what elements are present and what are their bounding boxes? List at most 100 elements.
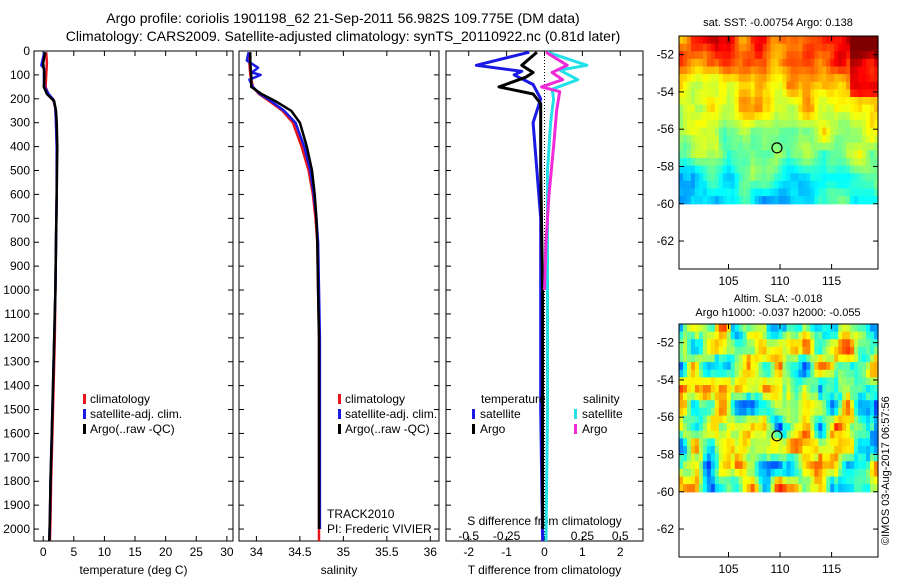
map-cell: [738, 407, 744, 417]
y-tick-label-1200: 1200: [3, 331, 30, 345]
map-cell: [854, 81, 859, 90]
map-cell: [862, 331, 867, 340]
map-cell: [858, 150, 863, 159]
map-cell: [754, 142, 760, 151]
map-cell: [846, 339, 851, 348]
map-cell: [750, 331, 756, 340]
map-cell: [802, 400, 807, 409]
map-cell: [766, 66, 772, 75]
map-cell: [679, 354, 684, 363]
map-cell: [790, 97, 796, 106]
map-y-tick-label-0: -52: [657, 336, 675, 350]
map-cell: [782, 196, 788, 205]
map-cell: [814, 112, 819, 121]
map-cell: [694, 180, 700, 190]
map-cell: [690, 36, 696, 45]
map-cell: [874, 97, 879, 106]
map-cell: [850, 196, 855, 205]
map-cell: [790, 331, 796, 340]
map-cell: [694, 36, 700, 45]
map-cell: [846, 369, 851, 378]
map-cell: [866, 66, 871, 75]
map-cell: [774, 354, 780, 363]
map-cell: [690, 430, 696, 439]
map-cell: [778, 354, 784, 363]
map-cell: [690, 346, 696, 356]
map-cell: [738, 97, 744, 106]
map-cell: [806, 66, 811, 75]
map-cell: [710, 104, 716, 113]
map-cell: [718, 362, 724, 371]
map-cell: [726, 135, 732, 144]
map-cell: [786, 127, 792, 136]
map-cell: [778, 81, 784, 90]
map-cell: [730, 423, 736, 432]
map-cell: [718, 112, 724, 121]
map-cell: [746, 415, 752, 424]
map-cell: [690, 484, 696, 493]
map-cell: [718, 415, 724, 424]
map-cell: [710, 484, 716, 493]
map-cell: [862, 324, 867, 333]
map-cell: [679, 476, 684, 485]
map-cell: [682, 74, 688, 83]
map-cell: [738, 369, 744, 378]
map-cell: [718, 119, 724, 129]
map-cell: [862, 362, 867, 371]
map-cell: [710, 112, 716, 121]
map-cell: [842, 438, 847, 447]
map-cell: [742, 430, 748, 439]
map-cell: [754, 97, 760, 106]
map-cell: [682, 377, 688, 386]
map-cell: [694, 66, 700, 75]
map-cell: [850, 369, 855, 378]
map-cell: [718, 430, 724, 439]
map-cell: [758, 362, 764, 371]
map-cell: [730, 81, 736, 90]
map-cell: [722, 188, 728, 197]
map-cell: [766, 58, 772, 68]
map-cell: [706, 324, 712, 333]
map-cell: [874, 89, 879, 98]
y-tick-label-500: 500: [10, 164, 30, 178]
map-cell: [766, 36, 772, 45]
map-cell: [818, 196, 823, 205]
map-cell: [774, 324, 780, 333]
map-cell: [762, 173, 768, 182]
map-cell: [726, 385, 732, 394]
map-cell: [730, 112, 736, 121]
map-cell: [822, 150, 827, 159]
map-cell: [818, 142, 823, 151]
map-cell: [870, 461, 875, 470]
map-cell: [794, 58, 799, 68]
map-cell: [706, 423, 712, 432]
map-cell: [814, 43, 819, 52]
map-cell: [854, 385, 859, 394]
map-cell: [682, 400, 688, 409]
map-cell: [866, 142, 871, 151]
map-cell: [730, 43, 736, 52]
map-cell: [778, 135, 784, 144]
map-cell: [870, 331, 875, 340]
map-cell: [722, 392, 728, 401]
map-cell: [806, 81, 811, 90]
map-cell: [874, 150, 879, 159]
map-cell: [770, 173, 776, 182]
map-cell: [746, 158, 752, 167]
map-cell: [746, 468, 752, 478]
map-cell: [790, 476, 796, 485]
map-cell: [746, 331, 752, 340]
map-cell: [766, 104, 772, 113]
map-cell: [679, 43, 684, 52]
map-cell: [758, 142, 764, 151]
map-cell: [846, 173, 851, 182]
map-cell: [862, 81, 867, 90]
map-cell: [818, 415, 823, 424]
map-cell: [770, 476, 776, 485]
map-cell: [766, 89, 772, 98]
map-cell: [806, 104, 811, 113]
map-cell: [686, 385, 692, 394]
map-cell: [746, 392, 752, 401]
map-cell: [690, 196, 696, 205]
map-cell: [826, 476, 831, 485]
